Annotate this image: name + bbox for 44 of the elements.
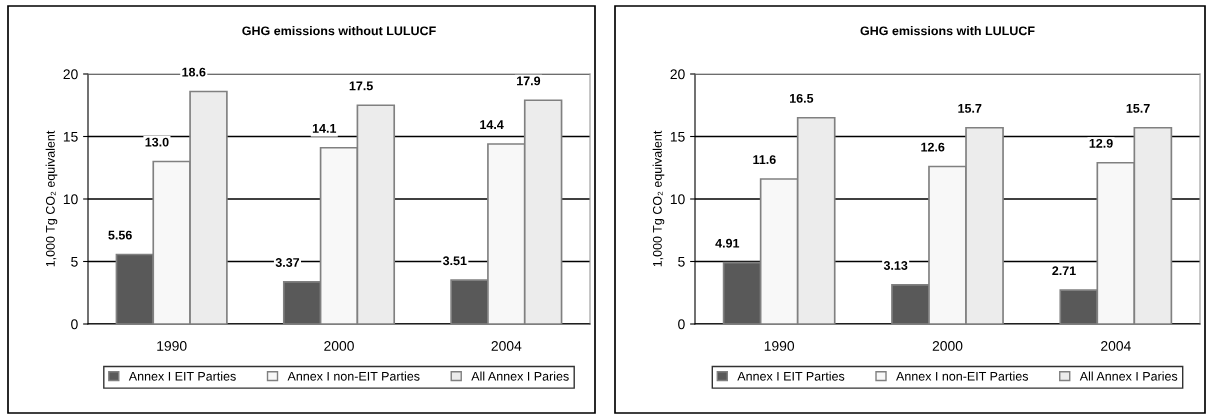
legend-label: Annex I EIT Parties <box>737 371 845 381</box>
chart-title: GHG emissions with LULUCF <box>860 26 1035 36</box>
data-label: 11.6 <box>753 155 776 165</box>
y-tick-label: 5 <box>678 256 685 267</box>
chart-title: GHG emissions without LULUCF <box>242 26 436 36</box>
data-label: 17.9 <box>517 76 541 86</box>
data-label: 3.13 <box>883 261 908 270</box>
y-tick-label: 20 <box>670 69 685 80</box>
y-tick-label: 15 <box>670 131 685 142</box>
data-label: 14.1 <box>312 124 337 133</box>
legend-label: All Annex I Paries <box>1079 371 1178 381</box>
data-label: 4.91 <box>715 238 740 248</box>
data-label: 2.71 <box>1052 266 1076 276</box>
legend-label: Annex I non-EIT Parties <box>896 371 1029 381</box>
data-label: 13.0 <box>145 137 169 147</box>
y-tick-label: 10 <box>670 194 685 205</box>
x-tick-label: 2000 <box>932 341 963 351</box>
y-tick-label: 5 <box>71 256 78 267</box>
data-label: 3.51 <box>442 256 467 266</box>
y-tick-label: 20 <box>63 69 78 80</box>
data-label: 12.9 <box>1089 138 1113 148</box>
x-tick-label: 2004 <box>1101 341 1131 351</box>
y-tick-label: 0 <box>71 319 78 330</box>
x-tick-label: 2000 <box>324 341 354 351</box>
y-axis-title: 1,000 Tg CO₂ equivalent <box>45 130 58 267</box>
x-tick-label: 1990 <box>764 341 795 351</box>
x-tick-label: 1990 <box>157 341 187 351</box>
legend-label: Annex I non-EIT Parties <box>287 371 420 381</box>
data-label: 5.56 <box>108 230 132 240</box>
data-label: 3.37 <box>275 258 300 267</box>
data-label: 18.6 <box>182 67 206 77</box>
data-label: 16.5 <box>790 93 814 103</box>
legend-label: All Annex I Paries <box>471 371 569 381</box>
x-tick-label: 2004 <box>491 341 522 351</box>
data-label: 15.7 <box>1126 104 1150 113</box>
data-label: 14.4 <box>480 120 504 129</box>
y-tick-label: 0 <box>678 319 685 330</box>
y-tick-label: 15 <box>63 131 78 142</box>
data-label: 12.6 <box>921 142 945 152</box>
data-label: 17.5 <box>349 81 373 91</box>
legend-label: Annex I EIT Parties <box>128 371 236 381</box>
y-axis-title: 1,000 Tg CO₂ equivalent <box>652 130 665 267</box>
y-tick-label: 10 <box>63 194 78 205</box>
data-label: 15.7 <box>958 104 982 113</box>
